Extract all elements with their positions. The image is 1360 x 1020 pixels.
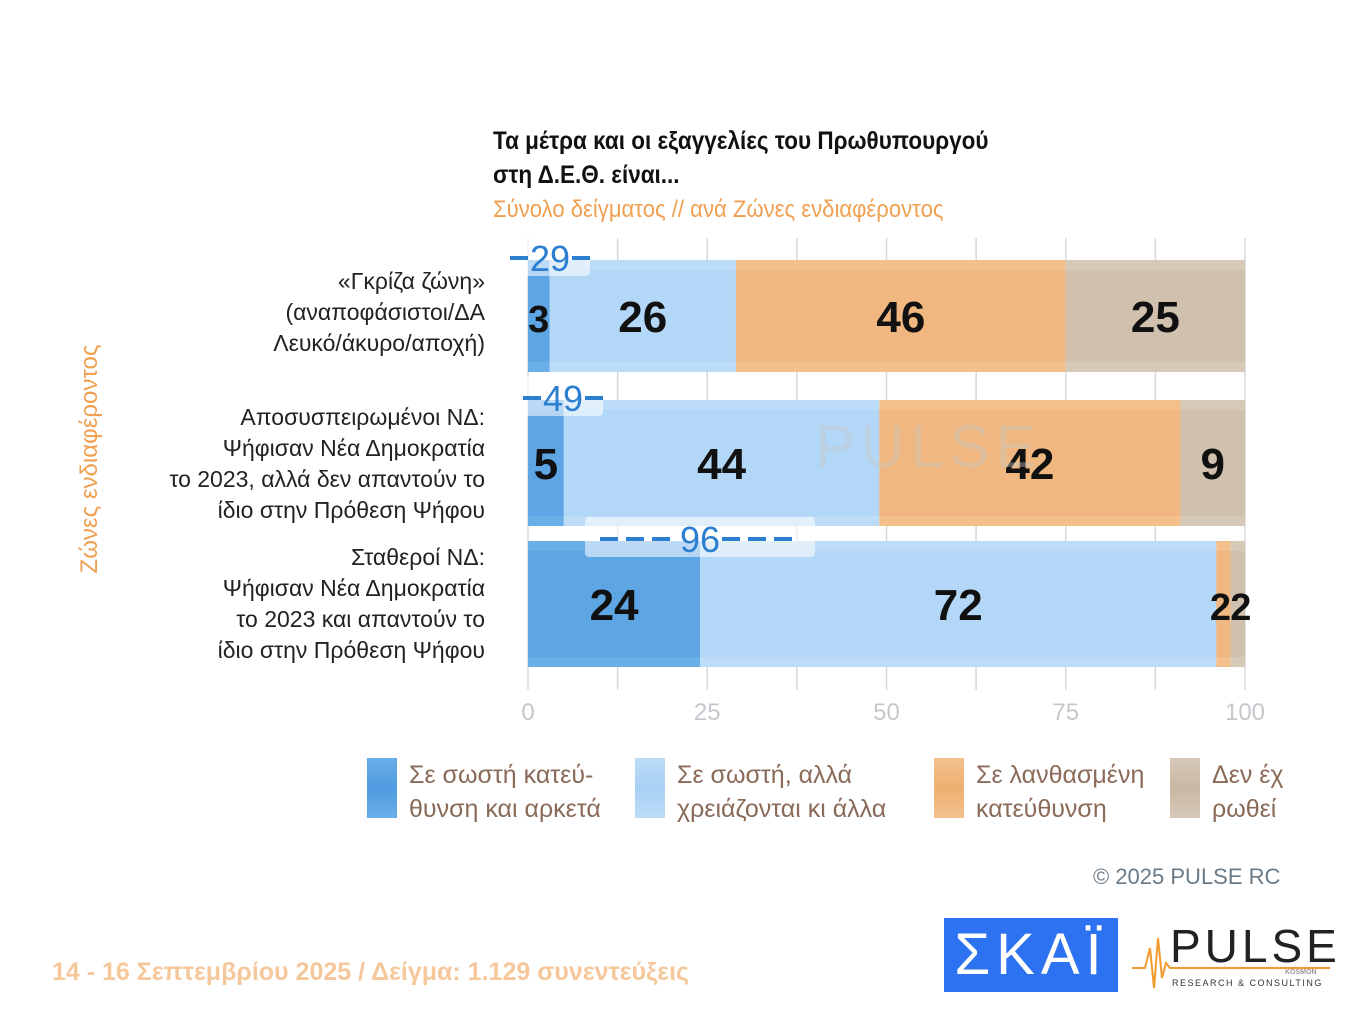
bar-segment-shade <box>735 270 1066 362</box>
pulse-watermark: PULSE <box>815 413 1042 480</box>
total-label-box <box>490 236 590 276</box>
bar-segment-shade <box>1180 410 1245 516</box>
x-tick-label: 75 <box>1052 699 1079 726</box>
bar-segment <box>528 400 564 526</box>
data-label: 5 <box>534 440 558 489</box>
bar-segment-shade <box>1065 270 1245 362</box>
data-label: 2 <box>1230 587 1251 629</box>
total-label: 29 <box>530 238 570 279</box>
title-line: στη Δ.Ε.Θ. είναι... <box>493 161 680 189</box>
bar-segment-shade <box>700 551 1217 657</box>
title-line: Τα μέτρα και οι εξαγγελίες του Πρωθυπουρ… <box>493 127 989 155</box>
bar-segment <box>735 260 1066 372</box>
category-label-line: Ψήφισαν Νέα Δημοκρατία <box>222 435 485 461</box>
skai-logo: ΣΚΑΪ <box>944 918 1118 992</box>
category-label: Αποσυσπειρωμένοι ΝΔ: Ψήφισαν Νέα Δημοκρατ… <box>169 402 485 526</box>
total-label-box <box>503 376 603 416</box>
data-label: 72 <box>934 581 983 630</box>
legend-label: Σε σωστή κατεύ- θυνση και αρκετά <box>409 761 601 823</box>
category-label-line: Αποσυσπειρωμένοι ΝΔ: <box>240 404 485 430</box>
category-label: «Γκρίζα ζώνη» (αναποφάσιστοι/ΔΑ Λευκό/άκυρ… <box>273 266 485 359</box>
total-label: 96 <box>680 519 720 560</box>
category-label-line: Ψήφισαν Νέα Δημοκρατία <box>222 575 485 601</box>
category-label-line: «Γκρίζα ζώνη» <box>337 268 485 294</box>
bar-segment-shade <box>549 270 736 362</box>
bar-segment <box>1065 260 1245 372</box>
data-label: 9 <box>1200 440 1224 489</box>
bar-segment <box>563 400 880 526</box>
x-tick-label: 25 <box>694 699 721 726</box>
bar-segment <box>528 541 701 667</box>
bar-segment <box>528 260 550 372</box>
bar-segment-shade <box>1230 551 1245 657</box>
category-label-line: ίδιο στην Πρόθεση Ψήφου <box>217 497 485 523</box>
bar-segment <box>1180 400 1245 526</box>
data-label: 26 <box>618 293 667 342</box>
plot-area: 0 25 50 75 100 3 26 46 25 29 5 44 42 9 49 24 72 2 2 96 PULSE <box>490 236 1266 726</box>
svg-text:RESEARCH & CONSULTING: RESEARCH & CONSULTING <box>1172 978 1323 988</box>
legend-item: Σε σωστή, αλλά χρειάζονται κι άλλα <box>635 758 886 826</box>
data-label: 42 <box>1005 440 1054 489</box>
data-label: 24 <box>590 581 639 630</box>
bar-segment <box>700 541 1217 667</box>
category-label-line: ίδιο στην Πρόθεση Ψήφου <box>217 637 485 663</box>
legend-label: Σε σωστή, αλλά χρειάζονται κι άλλα <box>677 761 887 823</box>
legend-swatch <box>635 758 665 818</box>
legend-label: Δεν έχ ρωθεί <box>1212 761 1284 823</box>
x-tick-label: 0 <box>521 699 534 726</box>
pulse-logo: PULSE KOSMON RESEARCH & CONSULTING <box>1132 920 1335 989</box>
legend-swatch <box>1170 758 1200 818</box>
bar-segment <box>1216 541 1231 667</box>
legend-item: Δεν έχ ρωθεί <box>1170 758 1284 826</box>
legend-item: Σε λανθασμένη κατεύθυνση <box>934 758 1144 826</box>
data-label: 25 <box>1131 293 1180 342</box>
bar-segment <box>1230 541 1245 667</box>
chart-title: Τα μέτρα και οι εξαγγελίες του Πρωθυπουρ… <box>493 124 989 192</box>
category-label-line: (αναποφάσιστοι/ΔΑ <box>285 299 485 325</box>
bar-segment-shade <box>528 551 701 657</box>
svg-text:KOSMON: KOSMON <box>1285 969 1317 976</box>
bar-segment-shade <box>563 410 880 516</box>
total-label: 49 <box>543 378 583 419</box>
category-label: Σταθεροί ΝΔ: Ψήφισαν Νέα Δημοκρατία το 202… <box>218 542 485 666</box>
bar-segment-shade <box>879 410 1181 516</box>
x-tick-label: 100 <box>1225 699 1265 726</box>
total-label-box <box>585 517 815 557</box>
data-label: 2 <box>1210 587 1231 629</box>
data-label: 44 <box>697 440 746 489</box>
x-tick-label: 50 <box>873 699 900 726</box>
legend-swatch <box>934 758 964 818</box>
legend-label: Σε λανθασμένη κατεύθυνση <box>976 761 1145 823</box>
bar-segment <box>879 400 1181 526</box>
bar-segment-shade <box>528 410 564 516</box>
bar-segment <box>549 260 736 372</box>
bar-segment-shade <box>1216 551 1231 657</box>
category-label-line: Σταθεροί ΝΔ: <box>351 544 485 570</box>
svg-text:PULSE: PULSE <box>1170 920 1335 972</box>
legend-swatch <box>367 758 397 818</box>
legend-item: Σε σωστή κατεύ- θυνση και αρκετά <box>367 758 601 826</box>
data-label: 46 <box>876 293 925 342</box>
data-label: 3 <box>528 299 549 341</box>
category-label-line: Λευκό/άκυρο/αποχή) <box>273 330 485 356</box>
category-label-line: το 2023 και απαντούν το <box>236 606 485 632</box>
footer-date-sample: 14 - 16 Σεπτεμβρίου 2025 / Δείγμα: 1.129… <box>52 958 690 986</box>
chart-subtitle: Σύνολο δείγματος // ανά Ζώνες ενδιαφέρον… <box>493 196 944 223</box>
copyright: © 2025 PULSE RC <box>1093 864 1281 889</box>
category-label-line: το 2023, αλλά δεν απαντούν το <box>169 466 485 492</box>
bar-segment-shade <box>528 270 550 362</box>
